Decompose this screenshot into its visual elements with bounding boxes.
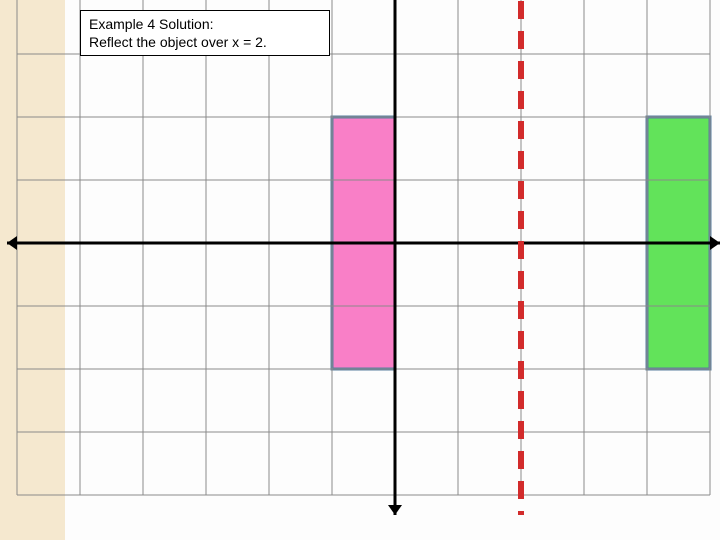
coordinate-grid — [0, 0, 720, 540]
caption-box: Example 4 Solution: Reflect the object o… — [80, 10, 330, 56]
caption-line-1: Example 4 Solution: — [89, 15, 321, 33]
caption-line-2: Reflect the object over x = 2. — [89, 33, 321, 51]
